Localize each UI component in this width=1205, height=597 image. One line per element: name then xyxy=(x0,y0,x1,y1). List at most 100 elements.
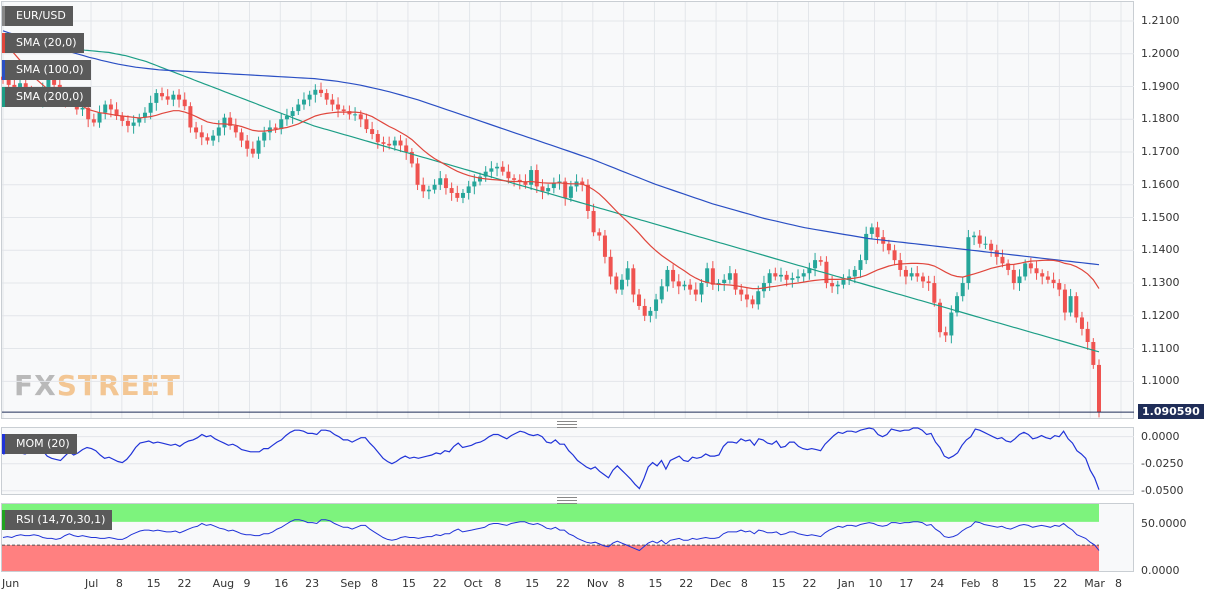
x-tick-label: Sep xyxy=(340,577,362,590)
candle-body xyxy=(182,99,187,107)
candle-body xyxy=(52,79,57,85)
candle-body xyxy=(796,276,801,279)
candle-body xyxy=(699,283,704,295)
candle-body xyxy=(97,112,102,123)
candle-body xyxy=(199,132,204,138)
candle-body xyxy=(341,109,346,112)
y-tick-label: 1.1700 xyxy=(1141,145,1180,159)
candle-body xyxy=(654,299,659,311)
candle-body xyxy=(154,93,159,103)
candle-body xyxy=(466,186,471,193)
candle-body xyxy=(977,235,982,244)
momentum-pane[interactable] xyxy=(1,427,1134,495)
candle-body xyxy=(631,268,636,295)
candle-body xyxy=(148,102,153,113)
mom-tag[interactable]: MOM (20) xyxy=(2,434,77,454)
x-tick-label: 8 xyxy=(371,577,379,590)
x-tick-label: 15 xyxy=(401,577,416,590)
candle-body xyxy=(756,291,761,305)
candle-body xyxy=(705,268,710,284)
candle-body xyxy=(983,243,988,245)
pane-resize-handle[interactable] xyxy=(557,421,577,428)
candle-body xyxy=(852,269,857,277)
candle-body xyxy=(279,119,284,130)
candle-body xyxy=(682,284,687,287)
symbol-label: EUR/USD xyxy=(16,9,66,22)
x-tick-label: 15 xyxy=(1022,577,1037,590)
x-tick-label: 24 xyxy=(930,577,945,590)
candle-body xyxy=(869,227,874,234)
candle-body xyxy=(313,89,318,95)
candle-body xyxy=(835,284,840,287)
candle-body xyxy=(392,140,397,146)
candle-body xyxy=(563,181,568,198)
candle-body xyxy=(205,137,210,141)
candle-body xyxy=(767,273,772,284)
symbol-tag[interactable]: EUR/USD xyxy=(2,6,73,26)
candle-body xyxy=(778,274,783,277)
sma100-tag[interactable]: SMA (100,0) xyxy=(2,60,91,80)
pane-resize-handle[interactable] xyxy=(557,497,577,504)
x-tick-label: 22 xyxy=(679,577,694,590)
candle-body xyxy=(1034,268,1039,274)
y-tick-label: 1.1600 xyxy=(1141,177,1180,191)
candle-body xyxy=(364,119,369,130)
candle-body xyxy=(602,235,607,257)
logo-fx: FX xyxy=(14,369,57,402)
candle-body xyxy=(1062,289,1067,313)
candle-body xyxy=(108,104,113,110)
candle-body xyxy=(943,332,948,336)
candle-body xyxy=(1091,342,1096,365)
candle-body xyxy=(648,310,653,316)
candle-body xyxy=(813,260,818,269)
candle-body xyxy=(551,183,556,189)
candle-body xyxy=(744,294,749,300)
sma200-label: SMA (200,0) xyxy=(16,90,84,103)
candle-body xyxy=(222,117,227,128)
candle-body xyxy=(642,305,647,316)
candle-body xyxy=(1006,263,1011,270)
candle-body xyxy=(801,273,806,277)
sma20-tag[interactable]: SMA (20,0) xyxy=(2,33,84,53)
y-tick-label: 1.1200 xyxy=(1141,308,1180,322)
candle-body xyxy=(415,163,420,185)
candle-body xyxy=(1017,276,1022,284)
candle-body xyxy=(1023,263,1028,277)
candle-body xyxy=(18,83,23,90)
candle-body xyxy=(290,111,295,116)
price-chart-pane[interactable] xyxy=(1,1,1134,419)
candle-body xyxy=(239,132,244,141)
sma100-label: SMA (100,0) xyxy=(16,63,84,76)
candle-body xyxy=(250,148,255,154)
current-price-badge: 1.090590 xyxy=(1138,404,1204,419)
sma100-line xyxy=(2,30,1100,266)
candle-body xyxy=(438,178,443,185)
y-tick-label: 1.1400 xyxy=(1141,243,1180,257)
x-tick-label: 22 xyxy=(556,577,570,590)
candle-body xyxy=(6,79,11,85)
candle-body xyxy=(597,232,602,236)
candle-body xyxy=(676,281,681,287)
candle-body xyxy=(330,99,335,105)
candle-body xyxy=(1074,296,1079,318)
candle-body xyxy=(489,168,494,172)
candle-body xyxy=(1085,328,1090,343)
candle-body xyxy=(926,281,931,284)
sma20-line xyxy=(2,40,1100,290)
x-tick-label: 10 xyxy=(868,577,883,590)
candle-body xyxy=(529,170,534,185)
x-tick-label: Jul xyxy=(85,577,99,590)
candle-body xyxy=(86,107,91,120)
candle-body xyxy=(120,115,125,121)
candle-body xyxy=(296,104,301,112)
candle-body xyxy=(972,235,977,238)
candle-body xyxy=(1068,296,1073,313)
x-tick-label: Jan xyxy=(837,577,855,590)
x-tick-label: 8 xyxy=(115,577,123,590)
y-tick-label: 1.1000 xyxy=(1141,374,1180,388)
candle-body xyxy=(824,261,829,284)
candle-body xyxy=(375,134,380,143)
y-tick-label: -0.0500 xyxy=(1141,483,1184,497)
rsi-tag[interactable]: RSI (14,70,30,1) xyxy=(2,510,113,530)
sma200-tag[interactable]: SMA (200,0) xyxy=(2,87,91,107)
